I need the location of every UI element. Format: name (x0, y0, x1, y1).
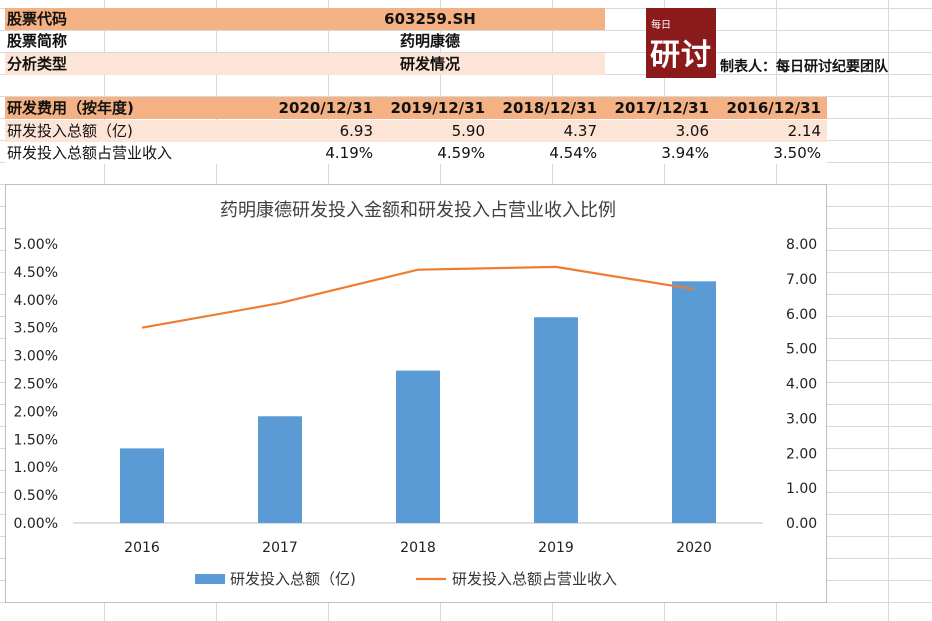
y-left-tick-label: 3.00% (14, 349, 58, 365)
bar (120, 448, 164, 523)
table-header-2019: 2019/12/31 (390, 99, 485, 117)
maker-label: 制表人：每日研讨纪要团队 (720, 59, 888, 75)
legend-bar-swatch (195, 574, 225, 584)
y-right-tick-label: 4.00 (786, 377, 817, 393)
y-left-tick-label: 2.50% (14, 377, 58, 393)
y-right-tick-label: 1.00 (786, 481, 817, 497)
y-right-tick-label: 2.00 (786, 446, 817, 462)
bar (534, 317, 578, 523)
y-right-tick-label: 0.00 (786, 516, 817, 532)
table-cell: 5.90 (451, 122, 485, 140)
table-row-ratio-label: 研发投入总额占营业收入 (7, 144, 173, 162)
x-tick-label: 2020 (676, 540, 712, 556)
table-cell: 2.14 (787, 122, 821, 140)
table-cell: 6.93 (339, 122, 373, 140)
info-value-name: 药明康德 (399, 32, 460, 50)
table-cell: 4.19% (325, 144, 373, 162)
y-right-tick-label: 5.00 (786, 342, 817, 358)
table-header-2017: 2017/12/31 (614, 99, 709, 117)
chart-title: 药明康德研发投入金额和研发投入占营业收入比例 (220, 200, 616, 221)
y-left-tick-label: 2.00% (14, 404, 58, 420)
table-cell: 3.94% (661, 144, 709, 162)
info-label-type: 分析类型 (5, 53, 605, 75)
x-tick-label: 2016 (124, 540, 160, 556)
y-left-tick-label: 1.00% (14, 460, 58, 476)
table-header-row (5, 97, 827, 119)
legend-bar-label: 研发投入总额（亿) (230, 570, 356, 588)
legend-line-label: 研发投入总额占营业收入 (452, 570, 617, 588)
table-row-amount (5, 120, 827, 142)
x-tick-label: 2019 (538, 540, 574, 556)
table-header-2018: 2018/12/31 (502, 99, 597, 117)
brand-logo: 每日 研讨 (646, 8, 716, 78)
combo-chart: 药明康德研发投入金额和研发投入占营业收入比例 0.00% 0.50% 1.00% 1.5… (14, 200, 818, 588)
y-left-tick-label: 4.50% (14, 265, 58, 281)
table-header-2016: 2016/12/31 (726, 99, 821, 117)
info-value-type: 研发情况 (399, 55, 460, 73)
y-left-tick-label: 4.00% (14, 293, 58, 309)
info-label-name: 股票简称 (7, 32, 68, 50)
y-left-tick-label: 3.50% (14, 321, 58, 337)
y-left-tick-label: 1.50% (14, 432, 58, 448)
x-tick-label: 2017 (262, 540, 298, 556)
y-right-tick-label: 3.00 (786, 411, 817, 427)
y-right-tick-label: 6.00 (786, 307, 817, 323)
table-row-ratio (5, 142, 827, 164)
table-row-amount-label: 研发投入总额（亿) (7, 122, 133, 140)
y-left-tick-label: 5.00% (14, 237, 58, 253)
chart-area[interactable]: 药明康德研发投入金额和研发投入占营业收入比例 0.00% 0.50% 1.00% 1.5… (5, 184, 827, 603)
info-value-code: 603259.SH (384, 10, 476, 28)
y-right-tick-label: 8.00 (786, 237, 817, 253)
bar (258, 416, 302, 523)
info-label-code: 股票代码 (5, 8, 605, 30)
y-left-tick-label: 0.00% (14, 516, 58, 532)
table-cell: 4.37 (563, 122, 597, 140)
table-cell: 3.50% (773, 144, 821, 162)
line-series (141, 265, 695, 329)
table-header-label: 研发费用（按年度) (7, 99, 134, 117)
table-cell: 4.59% (437, 144, 485, 162)
bar (672, 281, 716, 523)
table-cell: 4.54% (549, 144, 597, 162)
table-header-2020: 2020/12/31 (278, 99, 373, 117)
table-cell: 3.06 (675, 122, 709, 140)
y-left-tick-label: 0.50% (14, 488, 58, 504)
x-tick-label: 2018 (400, 540, 436, 556)
y-right-tick-label: 7.00 (786, 272, 817, 288)
bar (396, 370, 440, 523)
